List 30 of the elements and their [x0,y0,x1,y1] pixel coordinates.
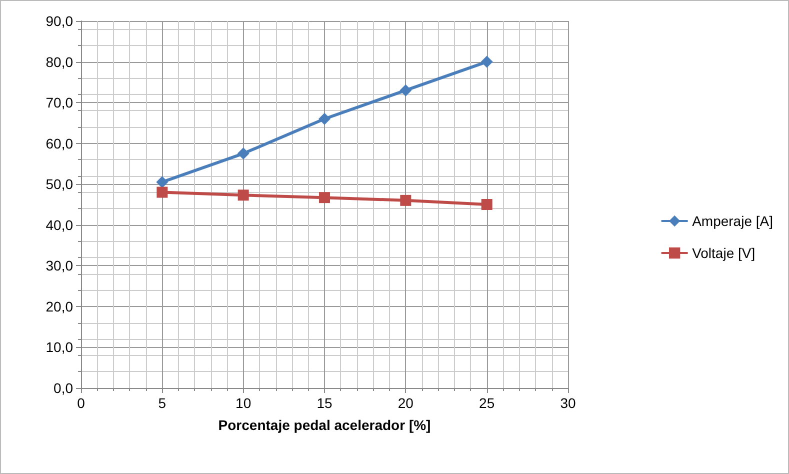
point [318,112,330,125]
y-tick-label: 60,0 [46,135,74,152]
y-tick-label: 80,0 [46,54,74,70]
point [400,84,412,96]
y-tick-label: 30,0 [46,258,74,274]
y-tick-label: 50,0 [46,176,74,192]
y-tick-label: 0,0 [54,380,74,396]
x-tick-label: 20 [398,395,414,411]
point [156,176,168,188]
point [481,199,492,210]
y-tick-label: 40,0 [46,216,74,233]
x-tick-label: 15 [316,395,332,411]
y-tick-label: 10,0 [46,339,74,356]
y-tick-label: 20,0 [46,298,74,314]
point [156,186,168,198]
y-tick-label: 70,0 [46,94,74,111]
x-tick-label: 30 [560,395,576,411]
y-tick-label: 90,0 [46,13,74,29]
x-axis-title: Porcentaje pedal acelerador [%] [218,417,431,433]
point [319,192,330,204]
point [237,148,250,160]
point [400,194,412,206]
x-tick-label: 25 [479,395,495,411]
point [238,190,249,201]
point [480,56,493,68]
x-tick-label: 10 [236,395,252,411]
legend-label: Amperaje [A] [692,213,774,229]
legend-label: Voltaje [V] [692,245,756,261]
x-tick-label: 0 [77,395,86,411]
x-tick-label: 5 [158,395,166,411]
